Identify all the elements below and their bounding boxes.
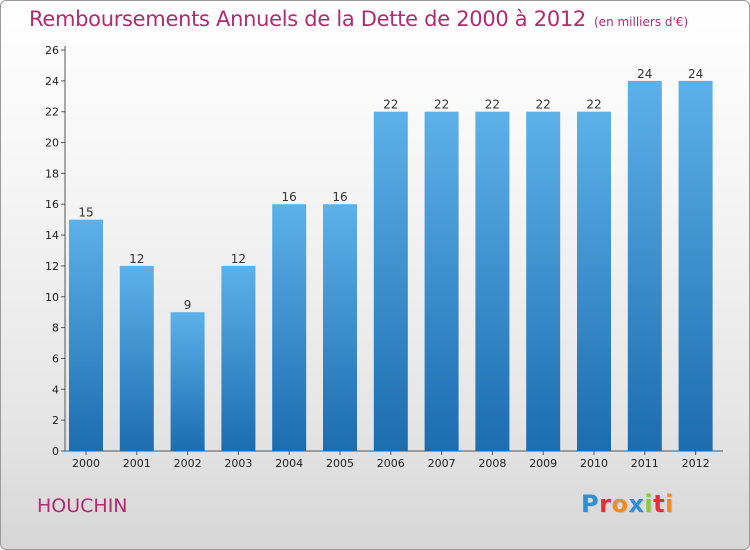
y-tick-label: 16 bbox=[45, 198, 59, 211]
y-tick-label: 14 bbox=[45, 229, 59, 242]
bar-value-label: 16 bbox=[332, 190, 347, 204]
bar-value-label: 22 bbox=[586, 98, 601, 112]
y-tick-label: 18 bbox=[45, 167, 59, 180]
bar-value-label: 12 bbox=[129, 252, 144, 266]
bar-value-label: 16 bbox=[282, 190, 297, 204]
bar-2006 bbox=[373, 111, 408, 451]
x-tick-label: 2004 bbox=[275, 457, 303, 470]
bar-value-label: 22 bbox=[536, 98, 551, 112]
bar-value-label: 24 bbox=[637, 67, 652, 81]
bar-2005 bbox=[323, 204, 357, 451]
x-tick-label: 2003 bbox=[224, 457, 252, 470]
bar-2004 bbox=[272, 204, 307, 451]
x-tick-label: 2002 bbox=[174, 457, 202, 470]
logo-letter: x bbox=[628, 490, 645, 518]
bar-2009 bbox=[526, 111, 561, 451]
bar-2008 bbox=[475, 111, 510, 451]
y-tick-label: 8 bbox=[52, 322, 59, 335]
bar-2010 bbox=[577, 111, 611, 451]
x-tick-label: 2011 bbox=[631, 457, 659, 470]
x-tick-label: 2008 bbox=[478, 457, 506, 470]
bar-2007 bbox=[424, 111, 459, 451]
x-tick-label: 2012 bbox=[682, 457, 710, 470]
y-tick-label: 22 bbox=[45, 106, 59, 119]
chart-labels: 2000 15 2001 12 2002 9 2003 12 2004 16 2005 16 2006 2… bbox=[72, 67, 710, 470]
bar-2003 bbox=[221, 265, 256, 451]
y-tick-label: 12 bbox=[45, 260, 59, 273]
logo-letter: P bbox=[581, 490, 600, 518]
y-tick-label: 24 bbox=[45, 75, 59, 88]
y-tick-label: 26 bbox=[45, 44, 59, 57]
chart-title-text: Remboursements Annuels de la Dette de 20… bbox=[29, 7, 586, 31]
proxiti-logo[interactable]: Proxiti bbox=[581, 490, 674, 518]
x-tick-label: 2007 bbox=[428, 457, 456, 470]
y-tick-label: 2 bbox=[52, 414, 59, 427]
x-tick-label: 2010 bbox=[580, 457, 608, 470]
bar-2000 bbox=[69, 219, 103, 451]
x-tick-label: 2006 bbox=[377, 457, 405, 470]
bar-value-label: 9 bbox=[184, 298, 192, 312]
y-tick-label: 20 bbox=[45, 137, 59, 150]
y-tick-label: 6 bbox=[52, 352, 59, 365]
logo-letter: t bbox=[653, 490, 666, 518]
bar-2002 bbox=[170, 312, 205, 451]
commune-name: HOUCHIN bbox=[37, 495, 128, 517]
bar-2001 bbox=[119, 265, 154, 451]
y-tick-label: 10 bbox=[45, 291, 59, 304]
bar-value-label: 15 bbox=[78, 206, 93, 220]
bar-value-label: 12 bbox=[231, 252, 246, 266]
x-tick-label: 2001 bbox=[123, 457, 151, 470]
logo-letter: r bbox=[599, 490, 612, 518]
x-tick-label: 2009 bbox=[529, 457, 557, 470]
chart-title: Remboursements Annuels de la Dette de 20… bbox=[29, 7, 688, 31]
bar-value-label: 22 bbox=[485, 98, 500, 112]
y-tick-label: 0 bbox=[52, 445, 59, 458]
bar-value-label: 24 bbox=[688, 67, 703, 81]
chart-bars bbox=[69, 80, 713, 451]
bar-2011 bbox=[627, 80, 662, 451]
logo-letter: i bbox=[665, 490, 674, 518]
bar-value-label: 22 bbox=[434, 98, 449, 112]
x-tick-label: 2000 bbox=[72, 457, 100, 470]
chart-unit: (en milliers d'€) bbox=[594, 15, 689, 29]
x-tick-label: 2005 bbox=[326, 457, 354, 470]
logo-letter: o bbox=[611, 490, 629, 518]
bar-2012 bbox=[678, 80, 713, 451]
bar-value-label: 22 bbox=[383, 98, 398, 112]
y-tick-label: 4 bbox=[52, 383, 59, 396]
logo-letter: i bbox=[644, 490, 654, 518]
